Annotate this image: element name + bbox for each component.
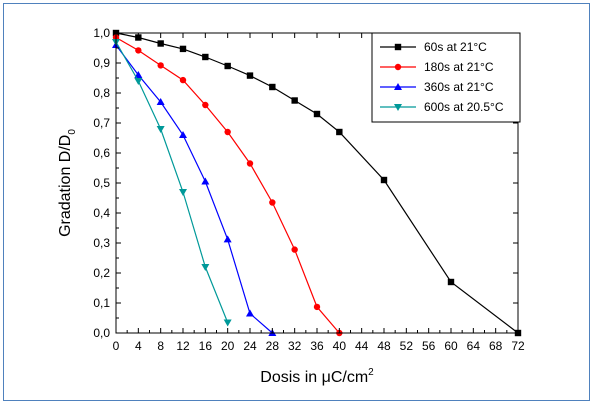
legend-marker: [394, 63, 402, 71]
data-point: [380, 176, 388, 184]
data-point: [157, 62, 164, 69]
data-point: [269, 199, 276, 206]
legend: 60s at 21°C 180s at 21°C 360s at 21°C 600s …: [371, 32, 521, 123]
data-point: [135, 47, 142, 54]
legend-marker: [394, 43, 402, 51]
legend-entry: 600s at 20.5°C: [380, 100, 504, 114]
data-point: [134, 71, 143, 78]
x-tick-label: 4: [135, 339, 142, 353]
data-point: [179, 45, 187, 53]
data-point: [447, 278, 455, 286]
y-tick-label: 1,0: [93, 26, 110, 40]
data-point: [179, 131, 187, 138]
x-tick-label: 68: [489, 339, 503, 353]
legend-marker: [394, 104, 402, 111]
x-tick-label: 28: [266, 339, 280, 353]
data-point: [223, 235, 232, 243]
data-point: [202, 53, 209, 61]
y-axis-label: Gradation D/D0: [57, 129, 78, 237]
x-tick-label: 48: [377, 339, 391, 353]
data-point: [157, 40, 164, 47]
series-4: [112, 39, 232, 327]
y-tick-label: 0,4: [93, 206, 110, 220]
data-point: [201, 264, 210, 271]
legend-label: 180s at 21°C: [424, 60, 494, 74]
x-tick-label: 52: [400, 339, 414, 353]
data-point: [201, 177, 210, 185]
x-tick-label: 36: [310, 339, 324, 353]
y-tick-label: 0,2: [93, 266, 110, 280]
series-line: [115, 36, 340, 334]
data-point: [202, 101, 209, 109]
data-point: [246, 309, 254, 317]
data-point: [179, 189, 187, 196]
y-tick-label: 0,0: [93, 326, 110, 340]
x-tick-label: 44: [355, 339, 369, 353]
legend-label: 60s at 21°C: [424, 40, 487, 54]
data-point: [336, 128, 343, 136]
ticks-layer: 0 4 8 12 16 20 24 28 32 36 40 44 48 52 56 60 64 68 720,00,…: [93, 26, 525, 353]
x-tick-label: 32: [288, 339, 302, 353]
data-point: [291, 97, 298, 104]
legend-entry: 360s at 21°C: [380, 80, 494, 94]
data-point: [269, 83, 276, 91]
legend-label: 600s at 20.5°C: [424, 100, 504, 114]
series-line: [115, 41, 229, 323]
y-tick-label: 0,8: [93, 86, 110, 100]
data-point: [313, 303, 321, 311]
data-point: [156, 126, 165, 133]
x-tick-label: 56: [422, 339, 436, 353]
legend-entry: 180s at 21°C: [380, 60, 494, 74]
x-tick-label: 0: [113, 339, 120, 353]
data-point: [223, 319, 232, 327]
x-tick-label: 72: [511, 339, 525, 353]
y-tick-label: 0,1: [93, 296, 110, 310]
series-2: [112, 34, 343, 337]
data-point: [291, 246, 298, 253]
x-tick-label: 64: [467, 339, 481, 353]
series-3: [112, 41, 277, 336]
legend-marker: [394, 83, 402, 90]
legend-entry: 60s at 21°C: [380, 40, 487, 54]
y-tick-label: 0,9: [93, 56, 110, 70]
y-tick-label: 0,5: [93, 176, 110, 190]
series-line: [115, 44, 273, 334]
data-point: [224, 62, 231, 70]
data-point: [134, 78, 143, 85]
data-point: [313, 110, 321, 118]
x-tick-label: 16: [199, 339, 213, 353]
data-point: [224, 128, 231, 136]
x-tick-label: 24: [243, 339, 257, 353]
data-point: [246, 160, 254, 167]
data-point: [156, 98, 165, 105]
x-axis-label: Dosis in μC/cm2: [260, 367, 374, 386]
data-point: [246, 72, 254, 79]
x-tick-label: 60: [444, 339, 458, 353]
x-tick-label: 12: [176, 339, 190, 353]
x-tick-label: 20: [221, 339, 235, 353]
x-tick-label: 8: [157, 339, 164, 353]
y-tick-label: 0,6: [93, 146, 110, 160]
series-layer: [112, 29, 522, 337]
y-tick-label: 0,3: [93, 236, 110, 250]
legend-label: 360s at 21°C: [424, 80, 494, 94]
y-tick-label: 0,7: [93, 116, 110, 130]
data-point: [179, 76, 187, 84]
series-line: [115, 32, 519, 334]
x-tick-label: 40: [333, 339, 347, 353]
